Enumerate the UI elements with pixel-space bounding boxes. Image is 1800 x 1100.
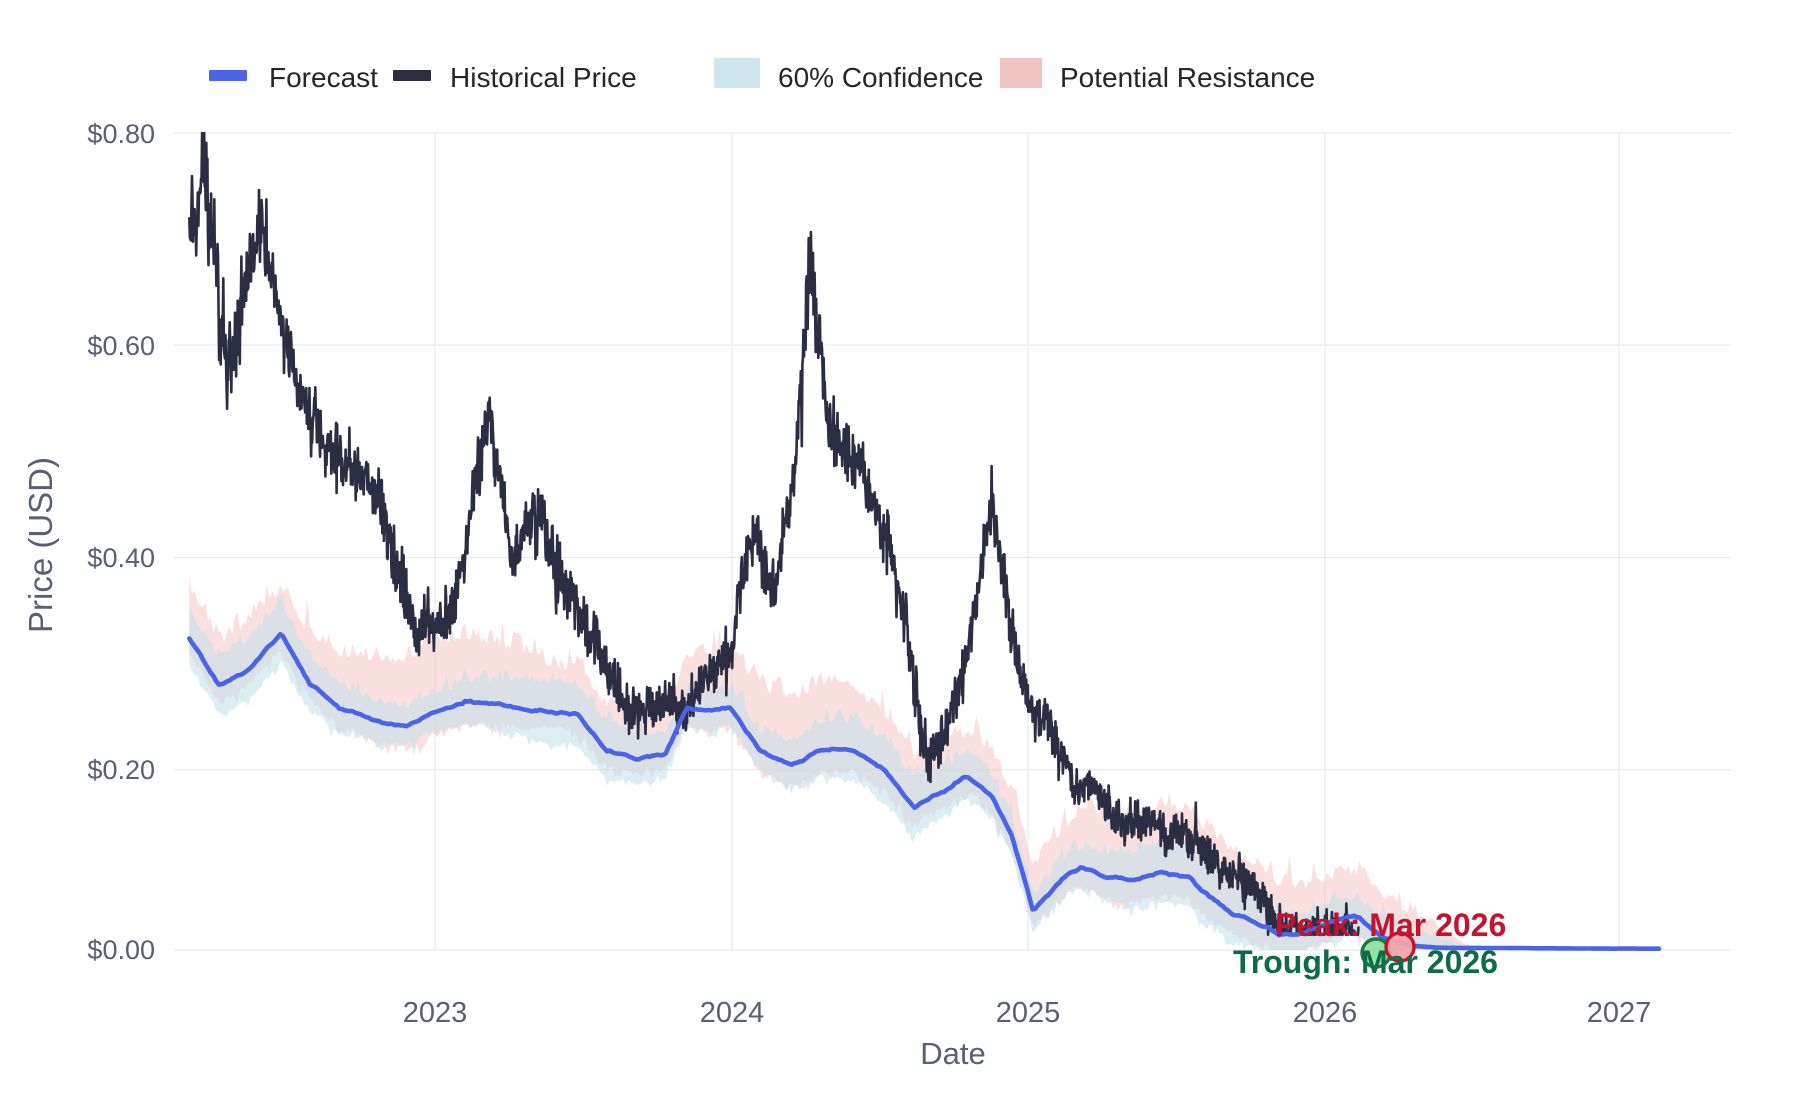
svg-text:2024: 2024 bbox=[700, 997, 765, 1029]
svg-text:Price (USD): Price (USD) bbox=[22, 457, 59, 633]
svg-text:$0.60: $0.60 bbox=[87, 331, 155, 361]
svg-text:Potential Resistance: Potential Resistance bbox=[1060, 62, 1315, 93]
svg-text:Trough: Mar 2026: Trough: Mar 2026 bbox=[1233, 944, 1498, 980]
svg-text:Forecast: Forecast bbox=[269, 62, 378, 93]
svg-text:2027: 2027 bbox=[1587, 997, 1652, 1029]
svg-text:60% Confidence: 60% Confidence bbox=[778, 62, 983, 93]
svg-text:$0.40: $0.40 bbox=[87, 543, 155, 573]
svg-text:$0.00: $0.00 bbox=[87, 935, 155, 965]
svg-text:Historical Price: Historical Price bbox=[450, 62, 637, 93]
svg-text:Peak: Mar 2026: Peak: Mar 2026 bbox=[1275, 907, 1506, 943]
svg-text:2023: 2023 bbox=[403, 997, 468, 1029]
svg-text:Date: Date bbox=[920, 1036, 985, 1071]
svg-text:2025: 2025 bbox=[996, 997, 1061, 1029]
svg-text:$0.20: $0.20 bbox=[87, 755, 155, 785]
svg-text:$0.80: $0.80 bbox=[87, 119, 155, 149]
svg-text:2026: 2026 bbox=[1293, 997, 1358, 1029]
